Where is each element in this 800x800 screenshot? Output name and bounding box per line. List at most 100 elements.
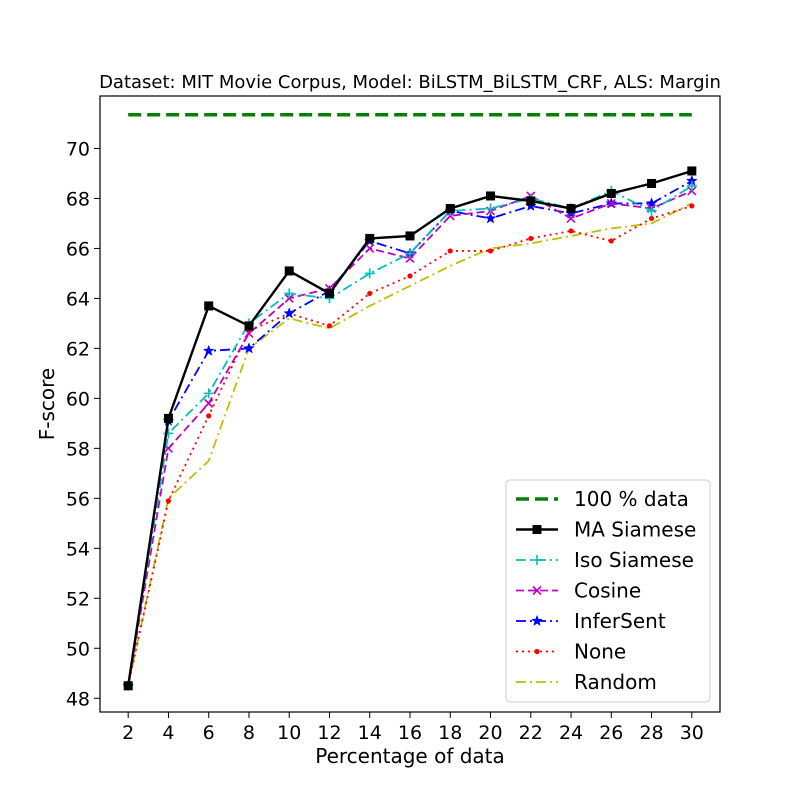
legend-item: Cosine: [516, 579, 641, 603]
legend-label: 100 % data: [574, 487, 689, 511]
legend-item: 100 % data: [516, 487, 689, 511]
x-tick-label: 20: [478, 722, 502, 744]
legend-item: Random: [516, 670, 657, 694]
y-tick-label: 70: [66, 138, 90, 160]
x-axis: 2 4 6 8 10 12 14 16 18 20 22 24 26 28 30: [122, 712, 704, 744]
data-point-marker: [364, 268, 375, 279]
data-point-marker: [532, 555, 542, 565]
y-tick-label: 50: [66, 638, 90, 660]
data-point-marker: [324, 288, 334, 298]
legend-label: Random: [574, 670, 657, 694]
x-tick-label: 10: [277, 722, 301, 744]
x-tick-label: 24: [559, 722, 583, 744]
y-tick-label: 54: [66, 538, 90, 560]
x-tick-label: 26: [599, 722, 623, 744]
legend-label: Cosine: [574, 579, 641, 603]
y-axis: 48 50 52 54 56 58 60 62 64 66 68 70: [66, 138, 100, 710]
x-tick-label: 22: [519, 722, 543, 744]
data-point-marker: [526, 196, 536, 206]
data-point-marker: [326, 323, 333, 329]
data-point-marker: [689, 203, 695, 209]
series-ma-siamese: [123, 166, 697, 691]
legend-label: MA Siamese: [574, 518, 696, 542]
data-point-marker: [534, 648, 540, 655]
data-point-marker: [123, 681, 133, 691]
data-point-marker: [646, 205, 657, 216]
series-line: [127, 202, 693, 686]
data-point-marker: [566, 213, 576, 224]
data-point-marker: [367, 290, 373, 297]
x-axis-label: Percentage of data: [315, 744, 505, 768]
data-point-marker: [405, 248, 415, 259]
legend-box: [505, 479, 711, 703]
y-tick-label: 68: [66, 188, 90, 210]
data-point-marker: [202, 344, 215, 356]
series-random: [127, 202, 693, 686]
legend-label: None: [574, 640, 626, 664]
data-point-marker: [365, 233, 375, 243]
data-point-marker: [606, 188, 616, 198]
series-line: [127, 185, 693, 686]
data-point-marker: [608, 238, 614, 244]
x-tick-label: 28: [639, 722, 663, 744]
data-point-marker: [686, 180, 697, 191]
data-point-marker: [283, 307, 296, 319]
data-point-marker: [484, 212, 497, 224]
y-tick-label: 64: [66, 288, 90, 310]
data-point-marker: [244, 328, 254, 338]
data-point-marker: [528, 235, 534, 242]
chart-title: Dataset: MIT Movie Corpus, Model: BiLSTM…: [99, 72, 721, 93]
data-point-marker: [203, 388, 214, 399]
data-point-marker: [487, 248, 494, 254]
legend-item: Iso Siamese: [516, 548, 694, 572]
y-tick-label: 66: [66, 238, 90, 260]
legend-item: MA Siamese: [516, 518, 696, 542]
data-point-marker: [405, 231, 415, 241]
data-point-marker: [204, 398, 214, 408]
legend-label: InferSent: [574, 609, 666, 633]
data-point-marker: [243, 342, 255, 354]
data-point-marker: [244, 321, 254, 331]
x-tick-label: 6: [203, 722, 215, 744]
x-tick-label: 18: [438, 722, 462, 744]
x-tick-label: 16: [398, 722, 422, 744]
legend: 100 % data MA Siamese Iso Siamese Cosine Inf…: [505, 479, 711, 703]
data-point-marker: [568, 228, 574, 234]
data-point-marker: [645, 197, 658, 209]
data-point-marker: [284, 288, 295, 299]
series-line: [127, 190, 693, 686]
series-lines: [122, 112, 698, 691]
x-tick-label: 12: [317, 722, 341, 744]
y-tick-label: 62: [66, 338, 90, 360]
data-point-marker: [365, 243, 375, 254]
data-point-marker: [284, 266, 294, 276]
data-point-marker: [204, 301, 214, 311]
y-tick-label: 60: [66, 388, 90, 410]
data-point-marker: [486, 191, 496, 201]
data-point-marker: [206, 413, 212, 419]
x-tick-label: 2: [122, 722, 134, 744]
y-tick-label: 52: [66, 588, 90, 610]
y-tick-label: 58: [66, 438, 90, 460]
x-tick-label: 8: [243, 722, 255, 744]
data-point-marker: [407, 273, 413, 279]
y-axis-label: F-score: [35, 368, 59, 440]
data-point-marker: [648, 215, 655, 222]
x-tick-label: 4: [162, 722, 174, 744]
x-tick-label: 14: [358, 722, 382, 744]
data-point-marker: [687, 166, 697, 176]
data-point-marker: [532, 525, 542, 534]
x-tick-label: 30: [680, 722, 704, 744]
data-point-marker: [532, 585, 542, 596]
y-tick-label: 48: [66, 688, 90, 710]
data-point-marker: [165, 498, 172, 504]
legend-label: Iso Siamese: [574, 548, 694, 572]
data-point-marker: [566, 203, 576, 213]
data-point-marker: [647, 178, 657, 188]
y-tick-label: 56: [66, 488, 90, 510]
data-point-marker: [531, 614, 543, 627]
legend-item: InferSent: [516, 609, 666, 633]
data-point-marker: [606, 198, 616, 209]
